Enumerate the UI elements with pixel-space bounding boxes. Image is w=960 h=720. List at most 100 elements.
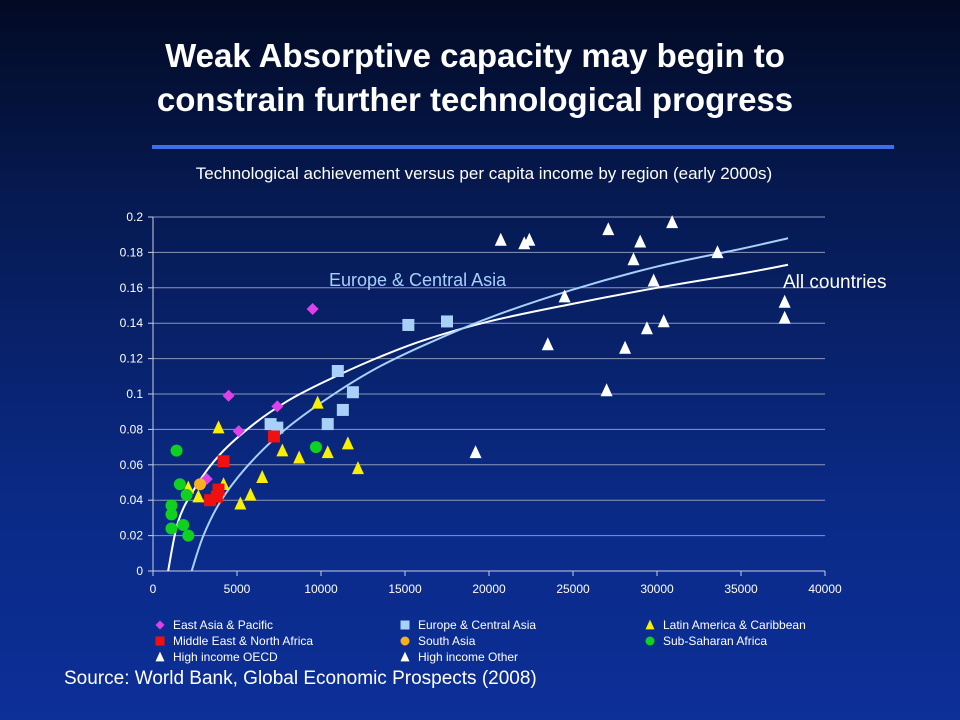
source-note: Source: World Bank, Global Economic Pros…: [64, 668, 537, 689]
chart-gridlines: [153, 216, 825, 537]
legend-entry: Sub-Saharan Africa: [645, 634, 767, 648]
x-tick-label: 35000: [724, 582, 758, 596]
y-tick-label: 0.04: [120, 493, 144, 507]
legend-marker: [645, 636, 655, 646]
point-high-income-oecd: [711, 245, 724, 259]
point-east-asia-pacific: [271, 400, 284, 413]
legend-entry: Europe & Central Asia: [400, 618, 536, 632]
x-tick-label: 40000: [808, 582, 842, 596]
legend-entry: High income Other: [400, 650, 518, 664]
title-line-1: Weak Absorptive capacity may begin to: [165, 37, 785, 74]
chart-title: Technological achievement versus per cap…: [195, 164, 773, 183]
legend-entry: Middle East & North Africa: [155, 634, 313, 648]
point-middle-east-north-africa: [267, 430, 280, 443]
chart-legend: East Asia & Pacific Europe & Central Asia…: [155, 618, 806, 664]
point-europe-central-asia: [346, 386, 359, 399]
legend-label: High income Other: [418, 650, 518, 664]
point-high-income-oecd: [518, 236, 531, 250]
y-tick-label: 0.18: [120, 245, 144, 259]
point-high-income-oecd: [666, 215, 679, 229]
trendline-label-europe-central-asia: Europe & Central Asia: [329, 270, 507, 290]
point-high-income-oecd: [541, 337, 554, 351]
legend-entry: East Asia & Pacific: [155, 618, 273, 632]
point-latin-america-caribbean: [212, 420, 225, 434]
point-middle-east-north-africa: [217, 455, 230, 468]
point-latin-america-caribbean: [244, 487, 257, 501]
point-sub-saharan-africa: [309, 441, 322, 454]
point-high-income-oecd: [469, 445, 482, 459]
chart-annotations: Europe & Central Asia All countries: [329, 270, 887, 293]
legend-marker: [400, 620, 410, 630]
point-latin-america-caribbean: [311, 395, 324, 409]
point-high-income-oecd: [647, 273, 660, 287]
point-high-income-oecd: [640, 321, 653, 335]
point-high-income-oecd: [627, 252, 640, 266]
point-europe-central-asia: [331, 364, 344, 377]
point-europe-central-asia: [441, 315, 453, 328]
y-tick-label: 0.12: [120, 352, 144, 366]
point-latin-america-caribbean: [192, 489, 205, 503]
legend-marker: [155, 651, 165, 662]
point-high-income-oecd: [619, 340, 632, 354]
point-middle-east-north-africa: [212, 483, 225, 496]
point-sub-saharan-africa: [173, 478, 186, 491]
legend-marker: [155, 620, 165, 630]
point-latin-america-caribbean: [276, 443, 289, 457]
point-high-income-oecd: [778, 294, 791, 308]
legend-label: East Asia & Pacific: [173, 618, 273, 632]
point-high-income-oecd: [602, 222, 615, 236]
point-high-income-oecd: [634, 234, 647, 248]
legend-label: Latin America & Caribbean: [663, 618, 806, 632]
point-europe-central-asia: [336, 403, 349, 416]
legend-label: High income OECD: [173, 650, 278, 664]
point-sub-saharan-africa: [165, 499, 178, 512]
point-latin-america-caribbean: [341, 436, 354, 450]
x-tick-label: 25000: [556, 582, 590, 596]
point-sub-saharan-africa: [170, 444, 183, 457]
y-tick-label: 0.2: [126, 210, 143, 224]
y-tick-label: 0.06: [120, 458, 144, 472]
point-europe-central-asia: [402, 318, 415, 331]
point-sub-saharan-africa: [182, 529, 195, 542]
legend-label: South Asia: [418, 634, 476, 648]
legend-label: Middle East & North Africa: [173, 634, 313, 648]
point-high-income-oecd: [523, 232, 536, 246]
point-sub-saharan-africa: [165, 508, 178, 521]
point-high-income-oecd: [558, 289, 571, 303]
point-latin-america-caribbean: [293, 450, 306, 464]
trendline-all-countries: [167, 263, 789, 572]
y-tick-label: 0.08: [120, 422, 144, 436]
point-high-income-oecd: [778, 310, 791, 324]
x-tick-label: 20000: [472, 582, 506, 596]
point-east-asia-pacific: [232, 425, 245, 438]
point-sub-saharan-africa: [165, 522, 178, 535]
y-tick-label: 0.16: [120, 281, 144, 295]
point-latin-america-caribbean: [256, 469, 269, 483]
legend-marker: [400, 636, 410, 646]
point-sub-saharan-africa: [177, 518, 190, 531]
y-tick-label: 0.02: [120, 529, 144, 543]
y-tick-label: 0: [136, 564, 143, 578]
legend-label: Europe & Central Asia: [418, 618, 536, 632]
legend-entry: Latin America & Caribbean: [645, 618, 806, 632]
point-europe-central-asia: [321, 418, 334, 431]
x-tick-label: 0: [150, 582, 157, 596]
point-high-income-oecd: [494, 232, 507, 246]
point-latin-america-caribbean: [321, 445, 334, 459]
point-high-income-oecd: [657, 314, 670, 328]
point-sub-saharan-africa: [180, 488, 193, 501]
chart-points: [165, 215, 791, 542]
y-tick-label: 0.14: [120, 316, 144, 330]
slide-title: Weak Absorptive capacity may begin to co…: [40, 34, 910, 122]
title-line-2: constrain further technological progress: [156, 81, 794, 118]
chart-axes: 0 0.02 0.04 0.06 0.08 0.1 0.12 0.14 0.16 0.18 0.2 0…: [120, 210, 842, 596]
point-east-asia-pacific: [222, 389, 235, 402]
x-tick-label: 15000: [388, 582, 422, 596]
legend-marker: [645, 619, 655, 630]
x-tick-label: 30000: [640, 582, 674, 596]
legend-entry: South Asia: [400, 634, 476, 648]
point-high-income-oecd: [600, 383, 613, 397]
legend-marker: [155, 636, 165, 646]
legend-entry: High income OECD: [155, 650, 278, 664]
